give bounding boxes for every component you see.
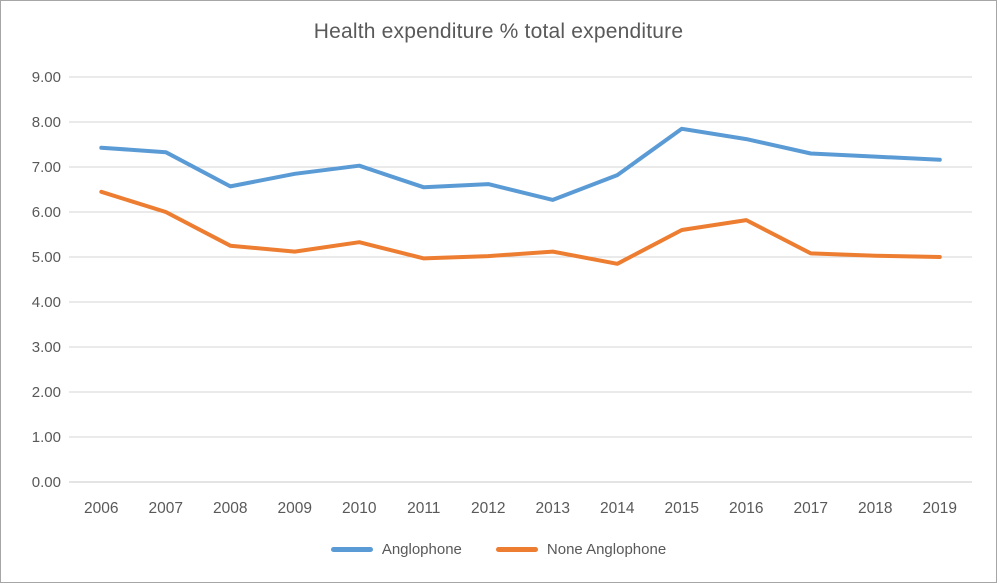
y-tick-label: 9.00 bbox=[32, 69, 61, 86]
legend-swatch bbox=[495, 547, 538, 552]
chart-title: Health expenditure % total expenditure bbox=[313, 20, 684, 43]
x-tick-label: 2006 bbox=[84, 500, 118, 517]
series-line-anglophone bbox=[99, 126, 942, 202]
x-tick-label: 2012 bbox=[471, 500, 505, 517]
y-tick-label: 3.00 bbox=[32, 339, 61, 356]
x-tick-label: 2019 bbox=[923, 500, 957, 517]
x-tick-label: 2018 bbox=[858, 500, 892, 517]
y-tick-label: 0.00 bbox=[32, 474, 61, 491]
y-tick-label: 4.00 bbox=[32, 294, 61, 311]
legend-label: None Anglophone bbox=[546, 541, 667, 558]
x-tick-label: 2008 bbox=[213, 500, 247, 517]
series-line-none-anglophone bbox=[99, 189, 942, 266]
x-tick-label: 2010 bbox=[342, 500, 377, 517]
y-tick-label: 2.00 bbox=[32, 384, 61, 401]
x-tick-label: 2015 bbox=[665, 500, 699, 517]
legend: Anglophone None Anglophone bbox=[1, 541, 996, 558]
y-tick-label: 1.00 bbox=[32, 429, 61, 446]
legend-item-anglophone: Anglophone bbox=[330, 541, 462, 558]
x-tick-label: 2011 bbox=[407, 500, 440, 517]
x-tick-label: 2013 bbox=[536, 500, 570, 517]
x-tick-label: 2014 bbox=[600, 500, 635, 517]
legend-label: Anglophone bbox=[381, 541, 462, 558]
x-tick-label: 2009 bbox=[278, 500, 312, 517]
y-tick-label: 6.00 bbox=[32, 204, 61, 221]
y-tick-label: 7.00 bbox=[32, 159, 61, 176]
legend-swatch bbox=[330, 547, 373, 552]
y-tick-label: 5.00 bbox=[32, 249, 61, 266]
x-tick-label: 2016 bbox=[729, 500, 763, 517]
x-tick-label: 2017 bbox=[794, 500, 828, 517]
legend-item-none-anglophone: None Anglophone bbox=[495, 541, 667, 558]
x-tick-label: 2007 bbox=[149, 500, 183, 517]
y-tick-label: 8.00 bbox=[32, 114, 61, 131]
